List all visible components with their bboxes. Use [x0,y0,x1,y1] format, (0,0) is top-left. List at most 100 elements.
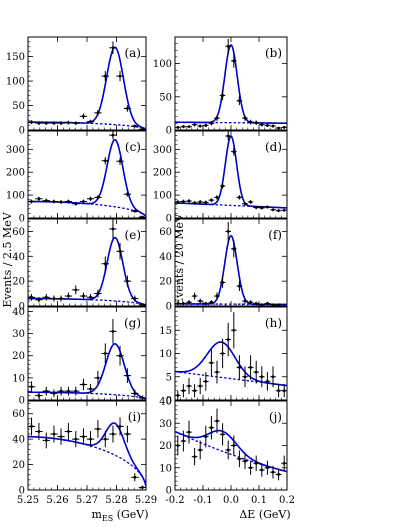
y-tick-label-3-0: 0 [166,214,172,225]
y-tick-label-8-2: 40 [12,435,25,446]
y-tick-label-4-0: 0 [19,302,25,313]
data-marker-7-11 [238,366,241,369]
x-tick-label-right-3: 0.1 [251,495,267,506]
data-marker-5-1 [182,302,185,305]
data-marker-9-10 [232,444,236,447]
data-marker-0-6 [74,121,78,125]
y-tick-label-8-1: 20 [12,460,25,471]
x-tick-label-left-3: 5.28 [105,495,127,506]
data-marker-1-9 [226,44,230,48]
y-tick-label-9-3: 30 [159,419,172,430]
y-tick-label-8-3: 60 [12,409,25,420]
data-marker-3-3 [193,201,197,205]
data-marker-3-2 [187,199,191,203]
data-marker-1-1 [182,125,185,129]
panel-label-4: (e) [125,228,141,242]
data-marker-2-0 [30,200,33,203]
data-marker-7-13 [249,366,253,369]
data-marker-2-1 [37,197,41,201]
data-marker-9-2 [187,430,191,434]
data-marker-4-6 [74,288,78,292]
data-marker-9-9 [226,448,230,452]
y-tick-label-5-2: 40 [159,252,172,263]
total-fit-curve-8 [27,422,147,487]
data-marker-3-19 [282,208,286,212]
data-marker-6-6 [74,389,78,393]
data-marker-5-8 [221,280,225,284]
data-marker-1-5 [204,123,208,127]
data-marker-6-5 [67,389,70,393]
data-marker-0-3 [52,121,56,125]
total-fit-curve-5 [174,234,288,306]
panel-label-6: (g) [124,316,141,330]
data-marker-8-13 [126,432,129,436]
data-marker-7-14 [254,370,258,374]
data-marker-5-0 [176,302,180,305]
panel-label-0: (a) [124,46,141,60]
data-marker-9-0 [176,444,180,447]
data-marker-6-9 [96,376,100,380]
data-marker-6-15 [141,396,144,400]
data-marker-2-8 [89,197,92,201]
data-marker-4-11 [111,227,115,231]
data-marker-4-3 [52,297,56,300]
data-marker-0-10 [103,74,107,78]
y-tick-label-0-3: 150 [6,52,25,63]
data-marker-6-3 [52,391,56,395]
data-marker-7-15 [260,375,264,379]
data-marker-5-2 [187,300,191,304]
data-marker-2-10 [103,159,107,163]
data-marker-7-0 [176,393,180,397]
data-marker-9-12 [243,459,247,463]
data-marker-0-4 [59,121,63,125]
data-marker-5-6 [210,300,213,304]
data-marker-1-8 [221,94,225,97]
y-tick-label-3-1: 100 [153,191,172,202]
data-marker-5-12 [243,299,247,303]
data-marker-0-13 [126,107,129,110]
data-marker-9-16 [266,466,269,470]
y-tick-label-2-3: 300 [6,145,25,156]
data-marker-2-13 [126,192,129,196]
panel-label-5: (f) [268,228,282,242]
data-marker-9-8 [221,432,225,436]
data-marker-0-9 [96,111,100,115]
panel-label-1: (b) [265,46,282,60]
x-axis-label-left-unit: (GeV) [113,508,148,521]
data-marker-3-0 [176,200,180,204]
data-marker-0-2 [44,121,48,125]
data-marker-6-11 [111,329,115,333]
data-marker-8-11 [111,432,115,436]
data-marker-8-8 [89,437,92,441]
data-marker-7-3 [193,389,197,393]
data-marker-7-12 [243,375,247,379]
y-tick-label-0-1: 50 [12,101,25,112]
y-tick-label-5-0: 0 [166,302,172,313]
data-marker-8-14 [133,475,137,479]
data-marker-8-0 [30,425,33,428]
y-tick-label-4-1: 20 [12,277,25,288]
data-marker-8-12 [118,425,122,428]
y-tick-label-6-4: 40 [12,307,25,318]
data-marker-7-10 [232,328,236,332]
data-marker-4-1 [37,298,41,302]
y-tick-label-4-3: 60 [12,227,25,238]
data-marker-3-4 [198,200,202,204]
y-axis-label-left: Events / 2.5 MeV [1,211,14,307]
data-marker-6-2 [44,389,48,393]
data-marker-9-13 [249,466,253,470]
data-marker-3-17 [271,208,275,212]
data-marker-0-7 [82,114,85,118]
data-marker-5-7 [215,294,219,298]
data-marker-1-4 [198,124,202,128]
data-marker-7-5 [204,380,208,383]
y-tick-label-7-0: 0 [166,396,172,407]
panel-label-9: (j) [269,410,282,424]
data-marker-4-7 [82,294,85,298]
data-marker-3-15 [260,206,264,210]
total-fit-curve-6 [28,342,147,400]
y-tick-label-3-2: 200 [153,168,172,179]
data-marker-3-16 [266,205,269,209]
data-marker-1-12 [243,116,247,120]
data-marker-0-11 [111,46,115,50]
